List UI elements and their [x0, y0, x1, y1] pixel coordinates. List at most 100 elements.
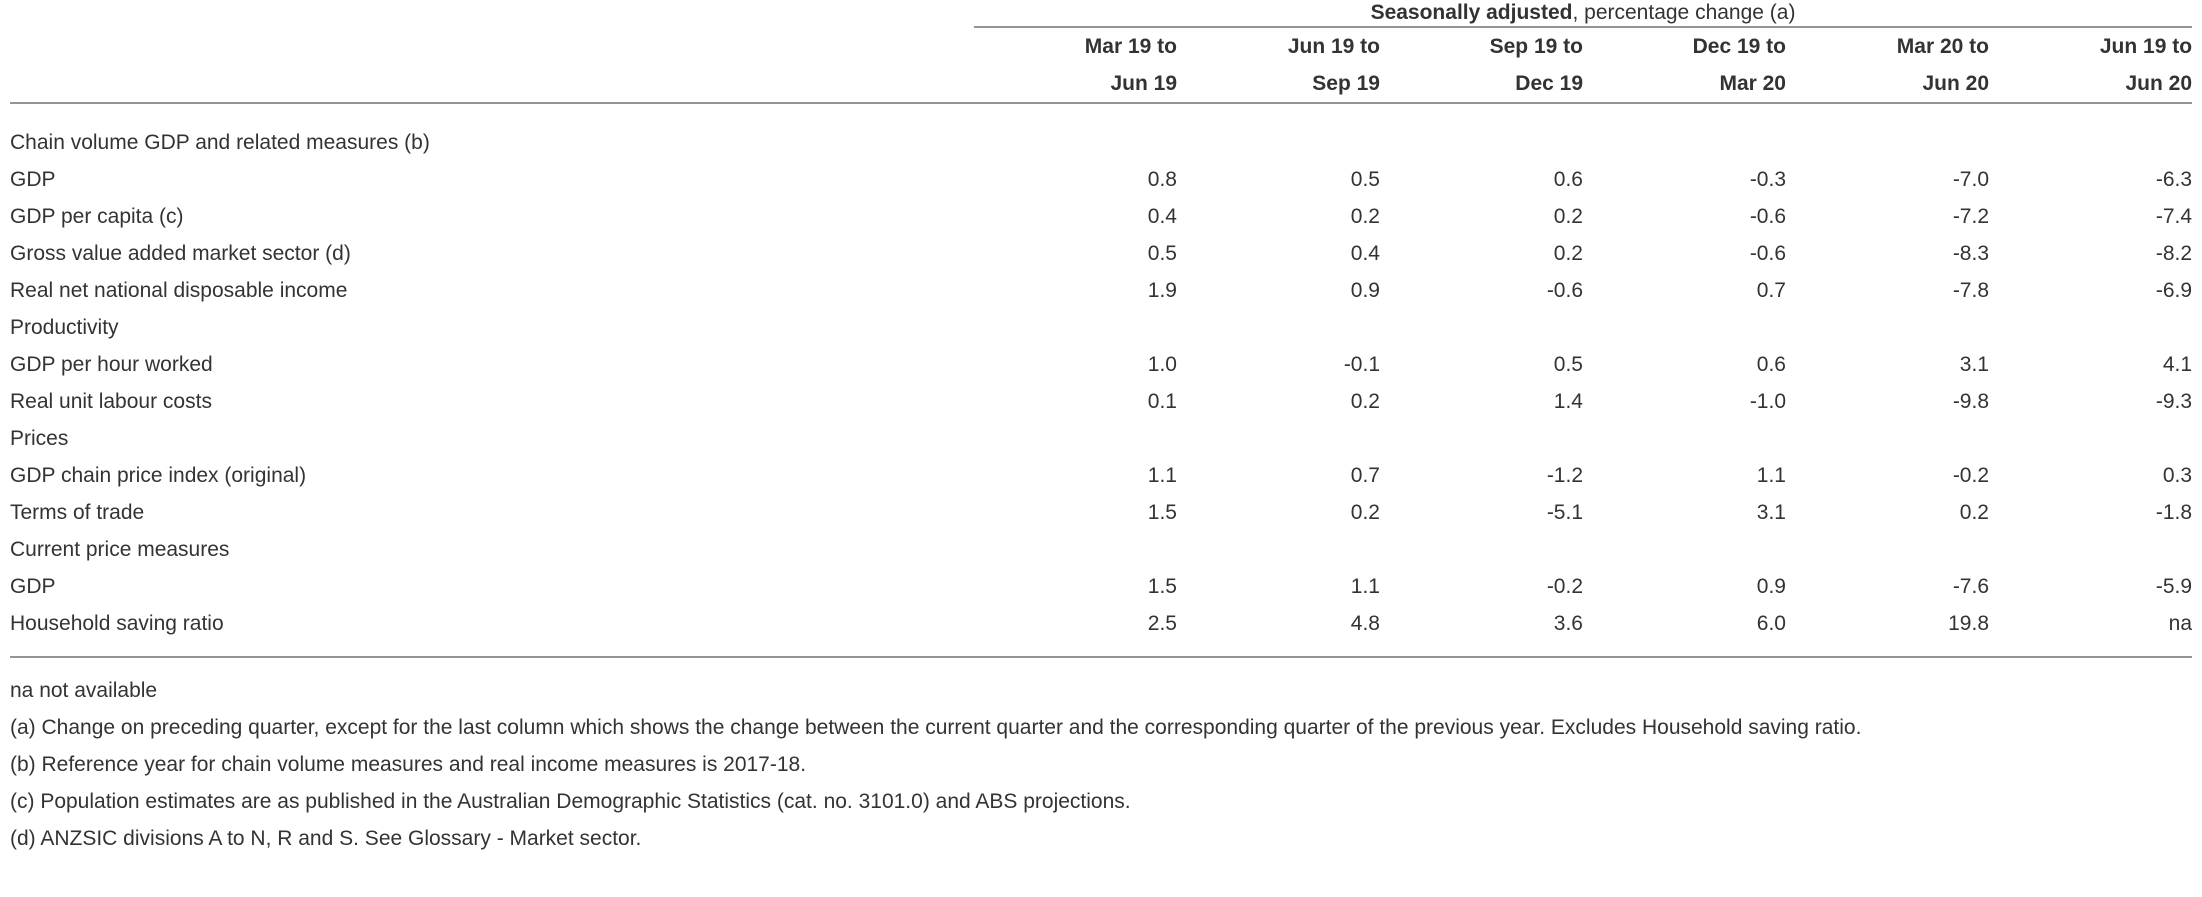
table-row: GDP 1.5 1.1 -0.2 0.9 -7.6 -5.9 [10, 568, 2192, 605]
cell-value: 6.0 [1583, 605, 1786, 658]
cell-value: -7.4 [2155, 205, 2193, 228]
cell-value: 1.1 [1147, 464, 1177, 487]
cell-value: 1.5 [1147, 575, 1177, 598]
cell-value: -1.0 [1749, 390, 1786, 413]
row-label: GDP per capita (c) [10, 205, 184, 228]
column-header-line2: Jun 20 [2125, 72, 2193, 95]
footnote-line: (b) Reference year for chain volume meas… [10, 753, 807, 776]
column-header-4: Dec 19 to Mar 20 [1583, 27, 1786, 104]
cell-value: -7.0 [1952, 168, 1989, 191]
section-label: Chain volume GDP and related measures (b… [10, 131, 430, 154]
cell-value: 3.1 [1756, 501, 1786, 524]
cell-value: 0.2 [1350, 390, 1380, 413]
column-header-line2: Dec 19 [1515, 72, 1583, 95]
cell-value: 3.1 [1959, 353, 1989, 376]
cell-value: 4.8 [1177, 605, 1380, 658]
section-header-row: Prices [10, 420, 2192, 457]
cell-value: 2.5 [974, 605, 1177, 658]
table-row: GDP chain price index (original) 1.1 0.7 -1… [10, 457, 2192, 494]
cell-value: 1.0 [1147, 353, 1177, 376]
column-header-line2: Sep 19 [1312, 72, 1380, 95]
column-header-2: Jun 19 to Sep 19 [1177, 27, 1380, 104]
cell-value: 0.4 [1350, 242, 1380, 265]
cell-value: 0.7 [1350, 464, 1380, 487]
spanner-heading-bold: Seasonally adjusted [1370, 1, 1573, 24]
column-header-line1: Jun 19 to [1287, 35, 1380, 58]
cell-value: na [1989, 605, 2193, 658]
section-label: Productivity [10, 316, 119, 339]
cell-value: -6.3 [2155, 168, 2193, 191]
cell-value: 0.7 [1756, 279, 1786, 302]
column-header-row: Mar 19 to Jun 19 Jun 19 to Sep 19 Sep 19 to D… [10, 27, 2193, 104]
column-header-line2: Jun 20 [1922, 72, 1989, 95]
table-row: Terms of trade 1.5 0.2 -5.1 3.1 0.2 -1.8 [10, 494, 2192, 531]
cell-value: -0.6 [1749, 205, 1786, 228]
cell-value: -8.2 [2155, 242, 2193, 265]
cell-value: 1.1 [1756, 464, 1786, 487]
cell-value: 0.8 [1147, 168, 1177, 191]
table-row: Gross value added market sector (d) 0.5 0.… [10, 235, 2192, 272]
cell-value: -7.6 [1952, 575, 1989, 598]
cell-value: 0.6 [1553, 168, 1583, 191]
table-row: GDP per hour worked 1.0 -0.1 0.5 0.6 3.1 4.1 [10, 346, 2192, 383]
spanner-heading-rest: , percentage change (a) [1572, 1, 1796, 24]
table-row: Real net national disposable income 1.9 0.… [10, 272, 2192, 309]
cell-value: 0.3 [2162, 464, 2193, 487]
cell-value: 0.2 [1350, 205, 1380, 228]
cell-value: -0.2 [1546, 575, 1583, 598]
cell-value: -9.3 [2155, 390, 2193, 413]
row-label: GDP [10, 168, 56, 191]
cell-value: -5.1 [1546, 501, 1583, 524]
key-aggregates-table: Seasonally adjusted, percentage change (… [10, 0, 2193, 658]
table-row: Real unit labour costs 0.1 0.2 1.4 -1.0 -9.8 -… [10, 383, 2192, 420]
table-row: GDP 0.8 0.5 0.6 -0.3 -7.0 -6.3 [10, 161, 2192, 198]
cell-value: 0.9 [1350, 279, 1380, 302]
cell-value: 0.9 [1756, 575, 1786, 598]
cell-value: 3.6 [1380, 605, 1583, 658]
cell-value: 0.6 [1756, 353, 1786, 376]
row-label: Household saving ratio [10, 605, 974, 658]
cell-value: 0.5 [1553, 353, 1583, 376]
cell-value: 0.2 [1553, 242, 1583, 265]
footnotes: na not available (a) Change on preceding … [10, 672, 2202, 857]
footnote-line: (d) ANZSIC divisions A to N, R and S. Se… [10, 827, 642, 850]
row-label: Terms of trade [10, 501, 145, 524]
cell-value: 0.5 [1147, 242, 1177, 265]
row-label: Real unit labour costs [10, 390, 212, 413]
column-header-line1: Mar 20 to [1896, 35, 1989, 58]
cell-value: -6.9 [2155, 279, 2193, 302]
column-header-line2: Mar 20 [1719, 72, 1786, 95]
spanner-heading: Seasonally adjusted, percentage change (… [974, 0, 2193, 28]
column-header-3: Sep 19 to Dec 19 [1380, 27, 1583, 104]
cell-value: 1.4 [1553, 390, 1583, 413]
table-row: GDP per capita (c) 0.4 0.2 0.2 -0.6 -7.2 -7.4 [10, 198, 2192, 235]
cell-value: 0.1 [1147, 390, 1177, 413]
row-label: GDP chain price index (original) [10, 464, 307, 487]
column-header-line1: Dec 19 to [1692, 35, 1786, 58]
cell-value: -9.8 [1952, 390, 1989, 413]
section-header-row: Chain volume GDP and related measures (b… [10, 103, 2192, 161]
cell-value: 1.9 [1147, 279, 1177, 302]
cell-value: -0.1 [1343, 353, 1380, 376]
footnote-line: (c) Population estimates are as publishe… [10, 790, 1131, 813]
cell-value: -5.9 [2155, 575, 2193, 598]
cell-value: -1.2 [1546, 464, 1583, 487]
row-label: GDP per hour worked [10, 353, 213, 376]
cell-value: 1.5 [1147, 501, 1177, 524]
cell-value: -0.6 [1546, 279, 1583, 302]
cell-value: 4.1 [2162, 353, 2193, 376]
column-header-1: Mar 19 to Jun 19 [974, 27, 1177, 104]
section-label: Prices [10, 427, 69, 450]
cell-value: -0.3 [1749, 168, 1786, 191]
stub-spacer [10, 0, 974, 27]
column-header-line1: Sep 19 to [1489, 35, 1583, 58]
cell-value: -0.2 [1952, 464, 1989, 487]
cell-value: 0.2 [1350, 501, 1380, 524]
row-label: Gross value added market sector (d) [10, 242, 351, 265]
spanner-row: Seasonally adjusted, percentage change (… [10, 0, 2193, 28]
section-header-row: Current price measures [10, 531, 2192, 568]
row-label: GDP [10, 575, 56, 598]
cell-value: 19.8 [1786, 605, 1989, 658]
cell-value: -7.8 [1952, 279, 1989, 302]
